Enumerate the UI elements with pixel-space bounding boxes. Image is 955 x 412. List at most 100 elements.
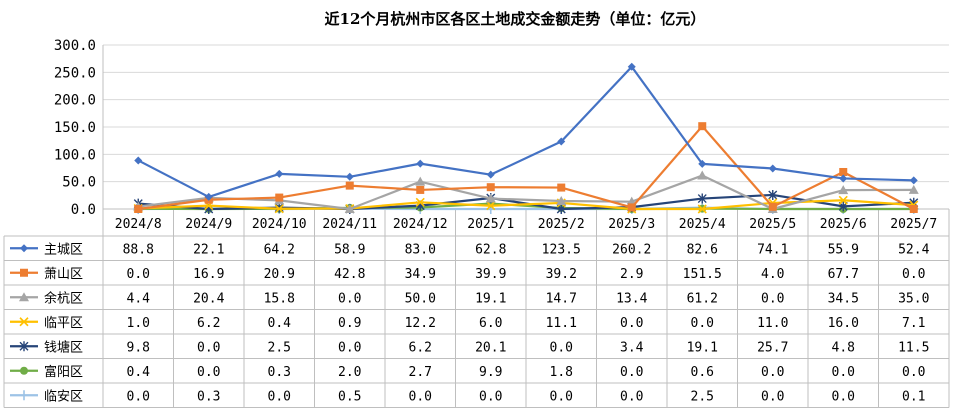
data-label: 61.2 [687,291,718,306]
data-point [486,183,495,192]
data-point [275,193,284,202]
data-label: 25.7 [757,340,788,355]
series-lines [133,62,919,214]
data-label: 2.0 [338,365,361,380]
table-row: 临平区 1.0 6.2 0.4 0.9 12.2 6.0 11.1 0.0 0.0 11.0 16.0… [10,316,925,331]
table-row: 富阳区 0.4 0.0 0.3 2.0 2.7 9.9 1.8 0.0 0.6 0.0 0.0 0.0 [10,364,925,380]
data-label: 13.4 [616,291,647,306]
chart-title: 近12个月杭州市区各区土地成交金额走势（单位：亿元） [325,10,706,28]
data-label: 19.1 [687,340,718,355]
table-row: 钱塘区 9.8 0.0 2.5 0.0 6.2 20.1 0.0 3.4 19.1 25.7 4.8 1… [10,339,929,355]
data-label: 0.6 [691,365,714,380]
table-row: 主城区 88.8 22.1 64.2 58.9 83.0 62.8 123.5 260.2 82.… [10,242,930,257]
series-line [138,125,915,211]
data-label: 0.0 [691,316,714,331]
data-label: 42.8 [334,267,365,282]
data-label: 0.0 [620,365,643,380]
data-label: 0.3 [268,365,291,380]
data-point [486,201,496,211]
data-table: 2024/8 2024/9 2024/10 2024/11 2024/12 2025/1 2… [3,45,950,408]
x-tick-label: 2025/4 [679,217,726,232]
data-label: 0.0 [620,316,643,331]
data-label: 20.9 [264,267,295,282]
gridlines [103,44,949,210]
data-label: 22.1 [193,242,224,257]
data-label: 0.3 [197,389,220,404]
y-tick-label: 0.0 [71,202,96,218]
x-tick-label: 2025/7 [890,217,937,232]
data-point [134,205,143,213]
x-tick-label: 2025/5 [749,217,796,232]
data-label: 16.9 [193,267,224,282]
data-point [698,159,707,168]
data-label: 4.0 [761,267,784,282]
data-label: 34.9 [405,267,436,282]
data-label: 16.0 [828,316,859,331]
data-point [627,62,636,71]
data-label: 9.9 [479,365,502,380]
data-point [345,181,354,190]
data-point [275,169,284,178]
legend-label: 主城区 [44,242,83,257]
data-point [697,193,707,204]
data-point [20,268,28,277]
y-tick-label: 300.0 [54,38,96,54]
data-point [556,195,567,205]
data-label: 39.2 [546,267,577,282]
data-label: 0.0 [127,389,150,404]
data-label: 151.5 [683,267,722,282]
data-point [909,176,918,185]
data-label: 6.2 [197,316,220,331]
data-point [557,183,566,192]
legend-label: 富阳区 [44,364,83,380]
data-label: 35.0 [898,291,929,306]
data-label: 0.0 [479,389,502,404]
data-label: 39.9 [475,267,506,282]
data-point [557,137,566,146]
data-point [697,204,707,214]
data-label: 0.1 [902,389,925,404]
data-label: 0.0 [832,389,855,404]
data-point [416,185,425,194]
data-label: 0.0 [409,389,432,404]
data-point [20,244,28,253]
data-point [344,204,355,213]
x-tick-label: 2024/12 [393,217,448,232]
data-point [908,184,919,194]
data-label: 12.2 [405,316,436,331]
legend-label: 萧山区 [44,267,83,282]
y-tick-label: 250.0 [54,65,96,81]
data-label: 6.0 [479,316,502,331]
data-point [697,170,708,180]
data-point [20,366,28,375]
data-label: 2.9 [620,267,643,282]
legend-label: 余杭区 [44,290,83,306]
table-row: 余杭区 4.4 20.4 15.8 0.0 50.0 19.1 14.7 13.4 61.2 0.0… [10,290,929,306]
data-point [838,185,849,195]
data-label: 0.0 [338,291,361,306]
data-point [909,205,918,213]
data-label: 74.1 [757,242,788,257]
data-point [415,197,425,207]
data-label: 0.0 [902,365,925,380]
data-label: 20.1 [475,340,506,355]
series-1 [134,62,918,201]
data-label: 0.5 [338,389,361,404]
data-label: 0.0 [268,389,291,404]
data-label: 9.8 [127,340,150,355]
data-label: 58.9 [334,242,365,257]
data-point [768,189,778,200]
data-label: 88.8 [123,242,154,257]
data-label: 34.5 [828,291,859,306]
data-label: 0.0 [197,365,220,380]
x-tick-label: 2025/6 [820,217,867,232]
x-tick-label: 2024/9 [185,217,232,232]
data-point [838,195,848,205]
data-label: 2.7 [409,365,432,380]
x-tick-label: 2024/8 [115,217,162,232]
data-label: 0.0 [338,340,361,355]
y-tick-label: 50.0 [62,175,96,191]
data-label: 123.5 [542,242,581,257]
data-label: 6.2 [409,340,432,355]
